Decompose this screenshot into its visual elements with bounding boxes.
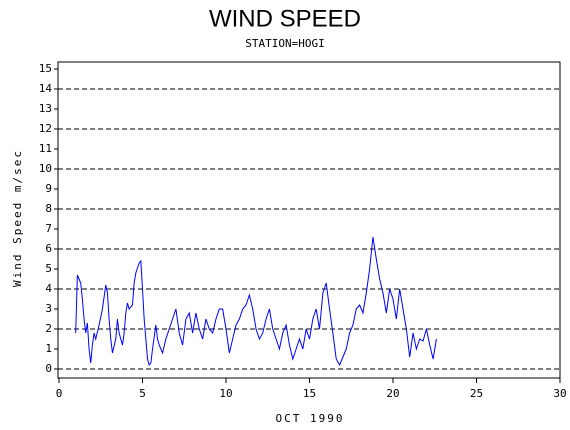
y-tick-label: 15 <box>39 62 52 75</box>
y-tick-label: 13 <box>39 102 52 115</box>
y-tick-label: 1 <box>45 342 52 355</box>
chart-title: WIND SPEED <box>209 5 361 32</box>
y-axis-label: Wind Speed m/sec <box>11 149 24 287</box>
x-tick-label: 10 <box>219 387 232 400</box>
y-tick-label: 9 <box>45 182 52 195</box>
y-tick-label: 8 <box>45 202 52 215</box>
y-tick-label: 3 <box>45 302 52 315</box>
y-tick-label: 5 <box>45 262 52 275</box>
x-tick-label: 30 <box>553 387 566 400</box>
y-tick-label: 12 <box>39 122 52 135</box>
data-line <box>75 236 437 367</box>
x-tick-label: 15 <box>303 387 316 400</box>
plot-frame <box>57 61 561 379</box>
x-tick-label: 5 <box>139 387 146 400</box>
y-tick-label: 10 <box>39 162 52 175</box>
y-tick-label: 0 <box>45 362 52 375</box>
chart-subtitle: STATION=HOGI <box>245 37 324 50</box>
x-tick-label: 25 <box>470 387 483 400</box>
y-tick-label: 6 <box>45 242 52 255</box>
y-tick-label: 7 <box>45 222 52 235</box>
y-tick-label: 4 <box>45 282 52 295</box>
x-tick-label: 20 <box>386 387 399 400</box>
y-tick-label: 2 <box>45 322 52 335</box>
y-tick-label: 11 <box>39 142 52 155</box>
y-tick-label: 14 <box>39 82 53 95</box>
x-axis-label: OCT 1990 <box>276 412 345 425</box>
x-tick-label: 0 <box>56 387 63 400</box>
